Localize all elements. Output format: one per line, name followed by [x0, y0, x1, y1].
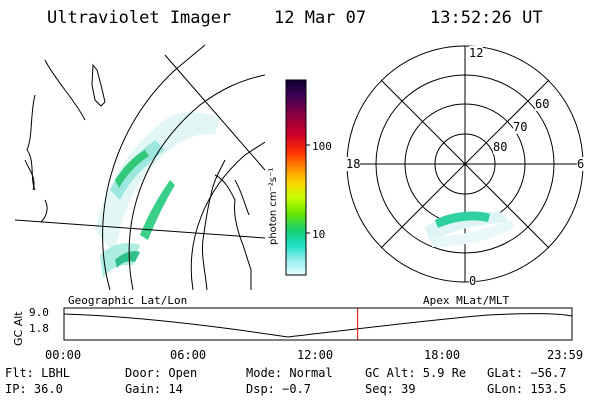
time-tick-0000: 00:00 [45, 348, 82, 362]
colorbar-tick-10: 10 [312, 228, 326, 241]
instrument-title: Ultraviolet Imager [47, 8, 232, 28]
date-label: 12 Mar 07 [274, 8, 367, 28]
glat-info: GLat: −56.7 [487, 366, 567, 380]
mlt-label-0: 0 [469, 274, 477, 288]
dsp-info: Dsp: −0.7 [246, 382, 312, 396]
time-tick-1800: 18:00 [424, 348, 461, 362]
coastlines [24, 63, 252, 290]
auroral-oval-emission [425, 211, 515, 247]
gc-alt-info: GC Alt: 5.9 Re [365, 366, 467, 380]
geographic-map [15, 44, 265, 290]
auroral-emission [95, 112, 220, 278]
colorbar-tick-100: 100 [312, 140, 332, 153]
colorbar: photon cm⁻²s⁻¹ [268, 79, 310, 276]
mlt-label-18: 18 [346, 157, 361, 171]
mlat-label-60: 60 [535, 97, 550, 111]
colorbar-unit-label: photon cm⁻²s⁻¹ [268, 168, 279, 245]
polar-mlat-mlt-plot [346, 45, 584, 283]
seq-info: Seq: 39 [365, 382, 416, 396]
time-tick-2359: 23:59 [547, 348, 584, 362]
apex-projection-label: Apex MLat/MLT [423, 294, 510, 307]
altitude-axis-label: GC Alt [12, 311, 25, 346]
time-tick-1200: 12:00 [297, 348, 334, 362]
mlat-label-80: 80 [493, 140, 508, 154]
altitude-strip-frame [63, 307, 573, 341]
glon-info: GLon: 153.5 [487, 382, 567, 396]
polar-grid [346, 45, 584, 283]
alt-tick-9: 9.0 [29, 306, 49, 319]
mode-info: Mode: Normal [246, 366, 333, 380]
mlt-label-12: 12 [469, 46, 484, 60]
geographic-projection-label: Geographic Lat/Lon [68, 294, 188, 307]
altitude-strip: GC Alt [12, 307, 573, 346]
colorbar-gradient [285, 79, 307, 276]
gain-info: Gain: 14 [125, 382, 183, 396]
mlt-label-6: 6 [577, 157, 585, 171]
time-tick-0600: 06:00 [170, 348, 207, 362]
mlat-label-70: 70 [513, 120, 528, 134]
altitude-curve [63, 313, 573, 338]
door-info: Door: Open [125, 366, 198, 380]
latlon-grid [15, 44, 265, 290]
time-label: 13:52:26 UT [430, 8, 543, 28]
alt-tick-1-8: 1.8 [29, 322, 49, 335]
ip-info: IP: 36.0 [5, 382, 63, 396]
filter-info: Flt: LBHL [5, 366, 71, 380]
